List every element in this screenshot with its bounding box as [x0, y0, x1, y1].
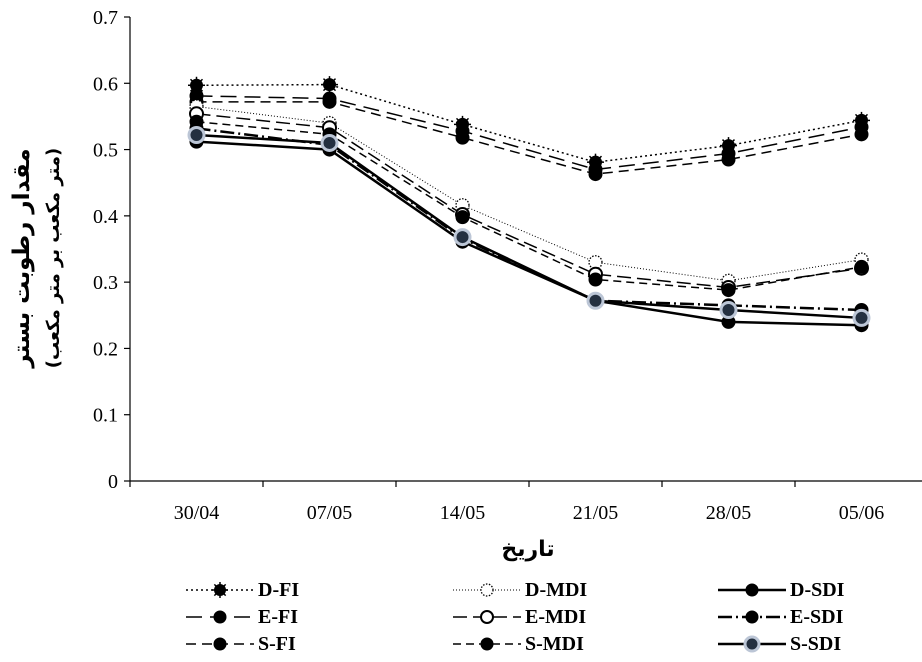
- y-tick-label: 0.5: [93, 140, 118, 162]
- y-tick-label: 0.3: [93, 272, 118, 294]
- x-tick-label: 28/05: [706, 502, 752, 524]
- series-lines: [187, 76, 871, 333]
- axes: 0 0.1 0.2 0.3 0.4 0.5 0.6 0.7 30/04 07/05 14/05 21/…: [93, 7, 922, 524]
- series-d-mdi: [189, 99, 869, 288]
- data-point-spike: [328, 78, 337, 86]
- x-tick-label: 07/05: [307, 502, 353, 524]
- legend-marker: [480, 637, 494, 651]
- data-point: [721, 152, 736, 167]
- series-s-fi: [189, 94, 869, 182]
- series-line: [196, 120, 862, 291]
- legend-marker: [743, 635, 761, 653]
- series-line: [196, 133, 862, 320]
- legend-entry-s-sdi: S-SDI: [718, 633, 841, 655]
- legend-entry-d-fi: D-FI: [186, 579, 299, 601]
- data-point: [852, 308, 871, 327]
- legend: D-FI D-MDI D-SDI E-FI E-MDI E-SDI S-FI S-MDI S-S…: [186, 579, 845, 655]
- x-tick-label: 14/05: [440, 502, 486, 524]
- data-point: [455, 130, 470, 145]
- data-point-spike: [189, 84, 198, 92]
- data-point-spike: [860, 113, 869, 121]
- series-s-sdi: [187, 125, 871, 327]
- data-point-spike: [854, 113, 863, 121]
- legend-marker-spike: [219, 589, 227, 597]
- legend-entry-s-mdi: S-MDI: [453, 633, 584, 655]
- legend-label: S-FI: [258, 633, 296, 655]
- data-point: [453, 228, 472, 247]
- legend-label: E-MDI: [525, 606, 586, 628]
- x-tick-label: 21/05: [573, 502, 619, 524]
- legend-entry-e-fi: E-FI: [186, 606, 298, 628]
- data-point-spike: [588, 155, 597, 163]
- data-point-spike: [727, 139, 736, 147]
- legend-label: D-FI: [258, 579, 299, 601]
- legend-marker: [745, 583, 759, 597]
- series-e-fi: [189, 88, 869, 177]
- legend-label: S-SDI: [790, 633, 841, 655]
- legend-entry-e-mdi: E-MDI: [453, 606, 586, 628]
- y-axis-title: مقدار رطوبت بستر: [9, 148, 35, 368]
- legend-label: D-MDI: [525, 579, 587, 601]
- data-point-spike: [322, 78, 331, 86]
- x-tick-label: 30/04: [174, 502, 220, 524]
- data-point-spike: [594, 155, 603, 163]
- legend-marker: [480, 610, 494, 624]
- legend-label: S-MDI: [525, 633, 584, 655]
- legend-entry-e-sdi: E-SDI: [718, 606, 844, 628]
- legend-entry-d-sdi: D-SDI: [718, 579, 845, 601]
- data-point-spike: [195, 84, 204, 92]
- y-tick-label: 0.6: [93, 73, 118, 95]
- data-point: [455, 210, 470, 225]
- data-point: [588, 272, 603, 287]
- data-point: [586, 291, 605, 310]
- data-point-spike: [189, 78, 198, 86]
- series-e-sdi: [189, 121, 869, 317]
- legend-marker-spike: [213, 583, 221, 591]
- y-tick-label: 0.7: [93, 7, 118, 29]
- legend-marker: [745, 610, 759, 624]
- legend-label: E-FI: [258, 606, 298, 628]
- series-line: [196, 140, 862, 327]
- legend-label: E-SDI: [790, 606, 844, 628]
- data-point: [721, 283, 736, 298]
- data-point: [854, 127, 869, 142]
- y-tick-label: 0.2: [93, 338, 118, 360]
- y-axis-unit: (متر مکعب بر متر مکعب): [43, 148, 64, 369]
- series-line: [196, 83, 862, 163]
- data-point: [322, 94, 337, 109]
- series-e-mdi: [189, 106, 869, 295]
- series-d-sdi: [189, 134, 869, 333]
- legend-entry-d-mdi: D-MDI: [453, 579, 587, 601]
- series-line: [196, 105, 862, 282]
- x-axis-title: تاریخ: [501, 537, 554, 562]
- data-point: [588, 167, 603, 182]
- legend-marker-spike: [213, 589, 221, 597]
- data-point: [320, 133, 339, 152]
- data-point: [854, 259, 869, 274]
- data-point-spike: [455, 117, 464, 125]
- legend-label: D-SDI: [790, 579, 845, 601]
- y-tick-label: 0: [108, 471, 118, 493]
- data-point-spike: [195, 78, 204, 86]
- legend-marker: [213, 637, 227, 651]
- legend-marker: [480, 583, 494, 597]
- data-point-spike: [322, 84, 331, 92]
- x-tick-label: 05/06: [839, 502, 885, 524]
- data-point: [719, 300, 738, 319]
- data-point-spike: [721, 139, 730, 147]
- y-tick-label: 0.1: [93, 405, 118, 427]
- legend-marker: [213, 610, 227, 624]
- data-point-spike: [328, 84, 337, 92]
- data-point-spike: [461, 117, 470, 125]
- series-line: [196, 101, 862, 175]
- series-line: [196, 113, 862, 289]
- legend-entry-s-fi: S-FI: [186, 633, 296, 655]
- y-tick-label: 0.4: [93, 206, 118, 228]
- data-point: [187, 125, 206, 144]
- series-line: [196, 95, 862, 171]
- legend-marker-spike: [219, 583, 227, 591]
